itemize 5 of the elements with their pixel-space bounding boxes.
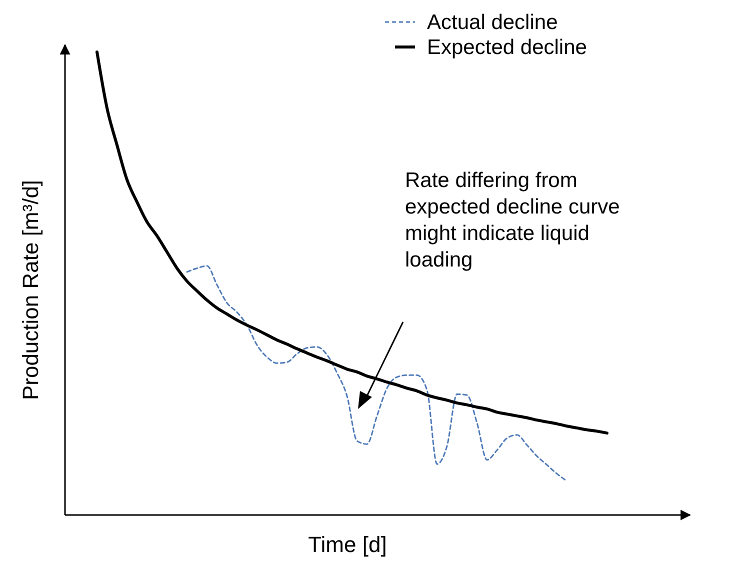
legend-label: Expected decline (427, 36, 587, 59)
y-axis-title: Production Rate [m³/d] (18, 180, 43, 400)
annotation: Rate differing from expected decline curve might indicate liquid loading (405, 169, 620, 272)
legend-label: Actual decline (427, 11, 558, 34)
x-axis-title: Time [d] (308, 532, 387, 557)
